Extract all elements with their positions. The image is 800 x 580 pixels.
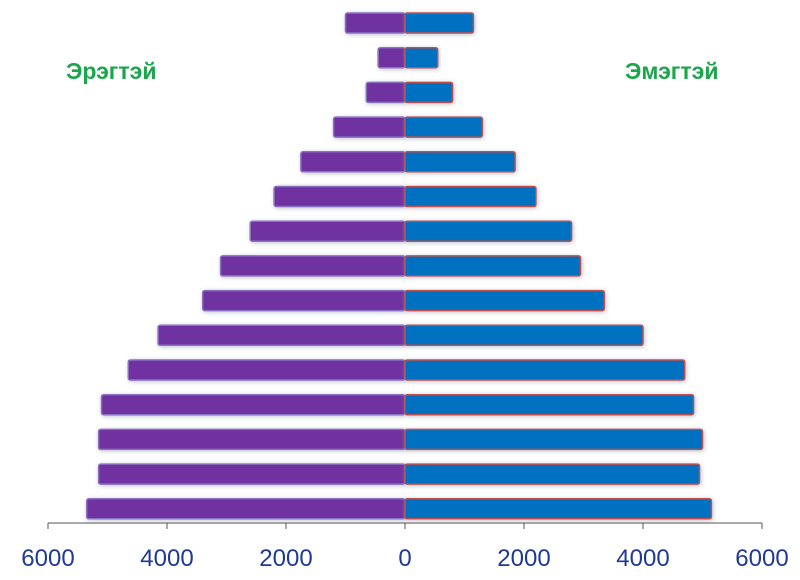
bar-male-13 [97, 463, 406, 485]
bar-male-2 [365, 81, 406, 104]
x-tick-label: 0 [398, 545, 411, 572]
bars-group [85, 12, 713, 520]
x-tick-label: 6000 [21, 545, 74, 572]
bar-male-9 [157, 324, 406, 347]
legend-label-male: Эрэгтэй [66, 58, 157, 84]
bar-male-5 [273, 185, 406, 208]
x-tick-label: 4000 [616, 545, 669, 572]
bar-male-12 [97, 428, 406, 451]
bar-male-6 [249, 220, 406, 242]
bar-male-11 [100, 393, 406, 416]
bar-female-4 [404, 151, 516, 173]
bar-male-7 [219, 255, 406, 277]
bar-female-13 [404, 463, 701, 485]
bar-male-8 [201, 289, 406, 312]
x-tick-label: 2000 [259, 545, 312, 572]
bar-female-10 [404, 359, 686, 381]
bar-female-8 [404, 289, 606, 312]
bar-female-11 [404, 393, 695, 416]
bar-female-12 [404, 428, 704, 451]
bar-female-6 [404, 220, 573, 242]
bar-female-5 [404, 185, 537, 208]
bar-male-1 [377, 46, 406, 69]
bar-female-9 [404, 324, 644, 347]
x-axis: 6000 4000 2000 0 2000 4000 6000 [21, 522, 789, 572]
bar-male-3 [332, 116, 406, 138]
bar-female-3 [404, 116, 484, 138]
x-tick-label: 4000 [140, 545, 193, 572]
x-tick-label: 2000 [497, 545, 550, 572]
bar-male-10 [127, 359, 406, 381]
bar-female-1 [404, 46, 439, 69]
x-tick-label: 6000 [735, 545, 788, 572]
bar-female-7 [404, 255, 582, 277]
bar-female-0 [404, 12, 475, 34]
bar-female-2 [404, 81, 454, 104]
bar-male-14 [85, 498, 406, 520]
bar-male-0 [344, 12, 406, 34]
bar-female-14 [404, 498, 713, 520]
bar-male-4 [300, 151, 406, 173]
legend-label-female: Эмэгтэй [625, 58, 719, 84]
